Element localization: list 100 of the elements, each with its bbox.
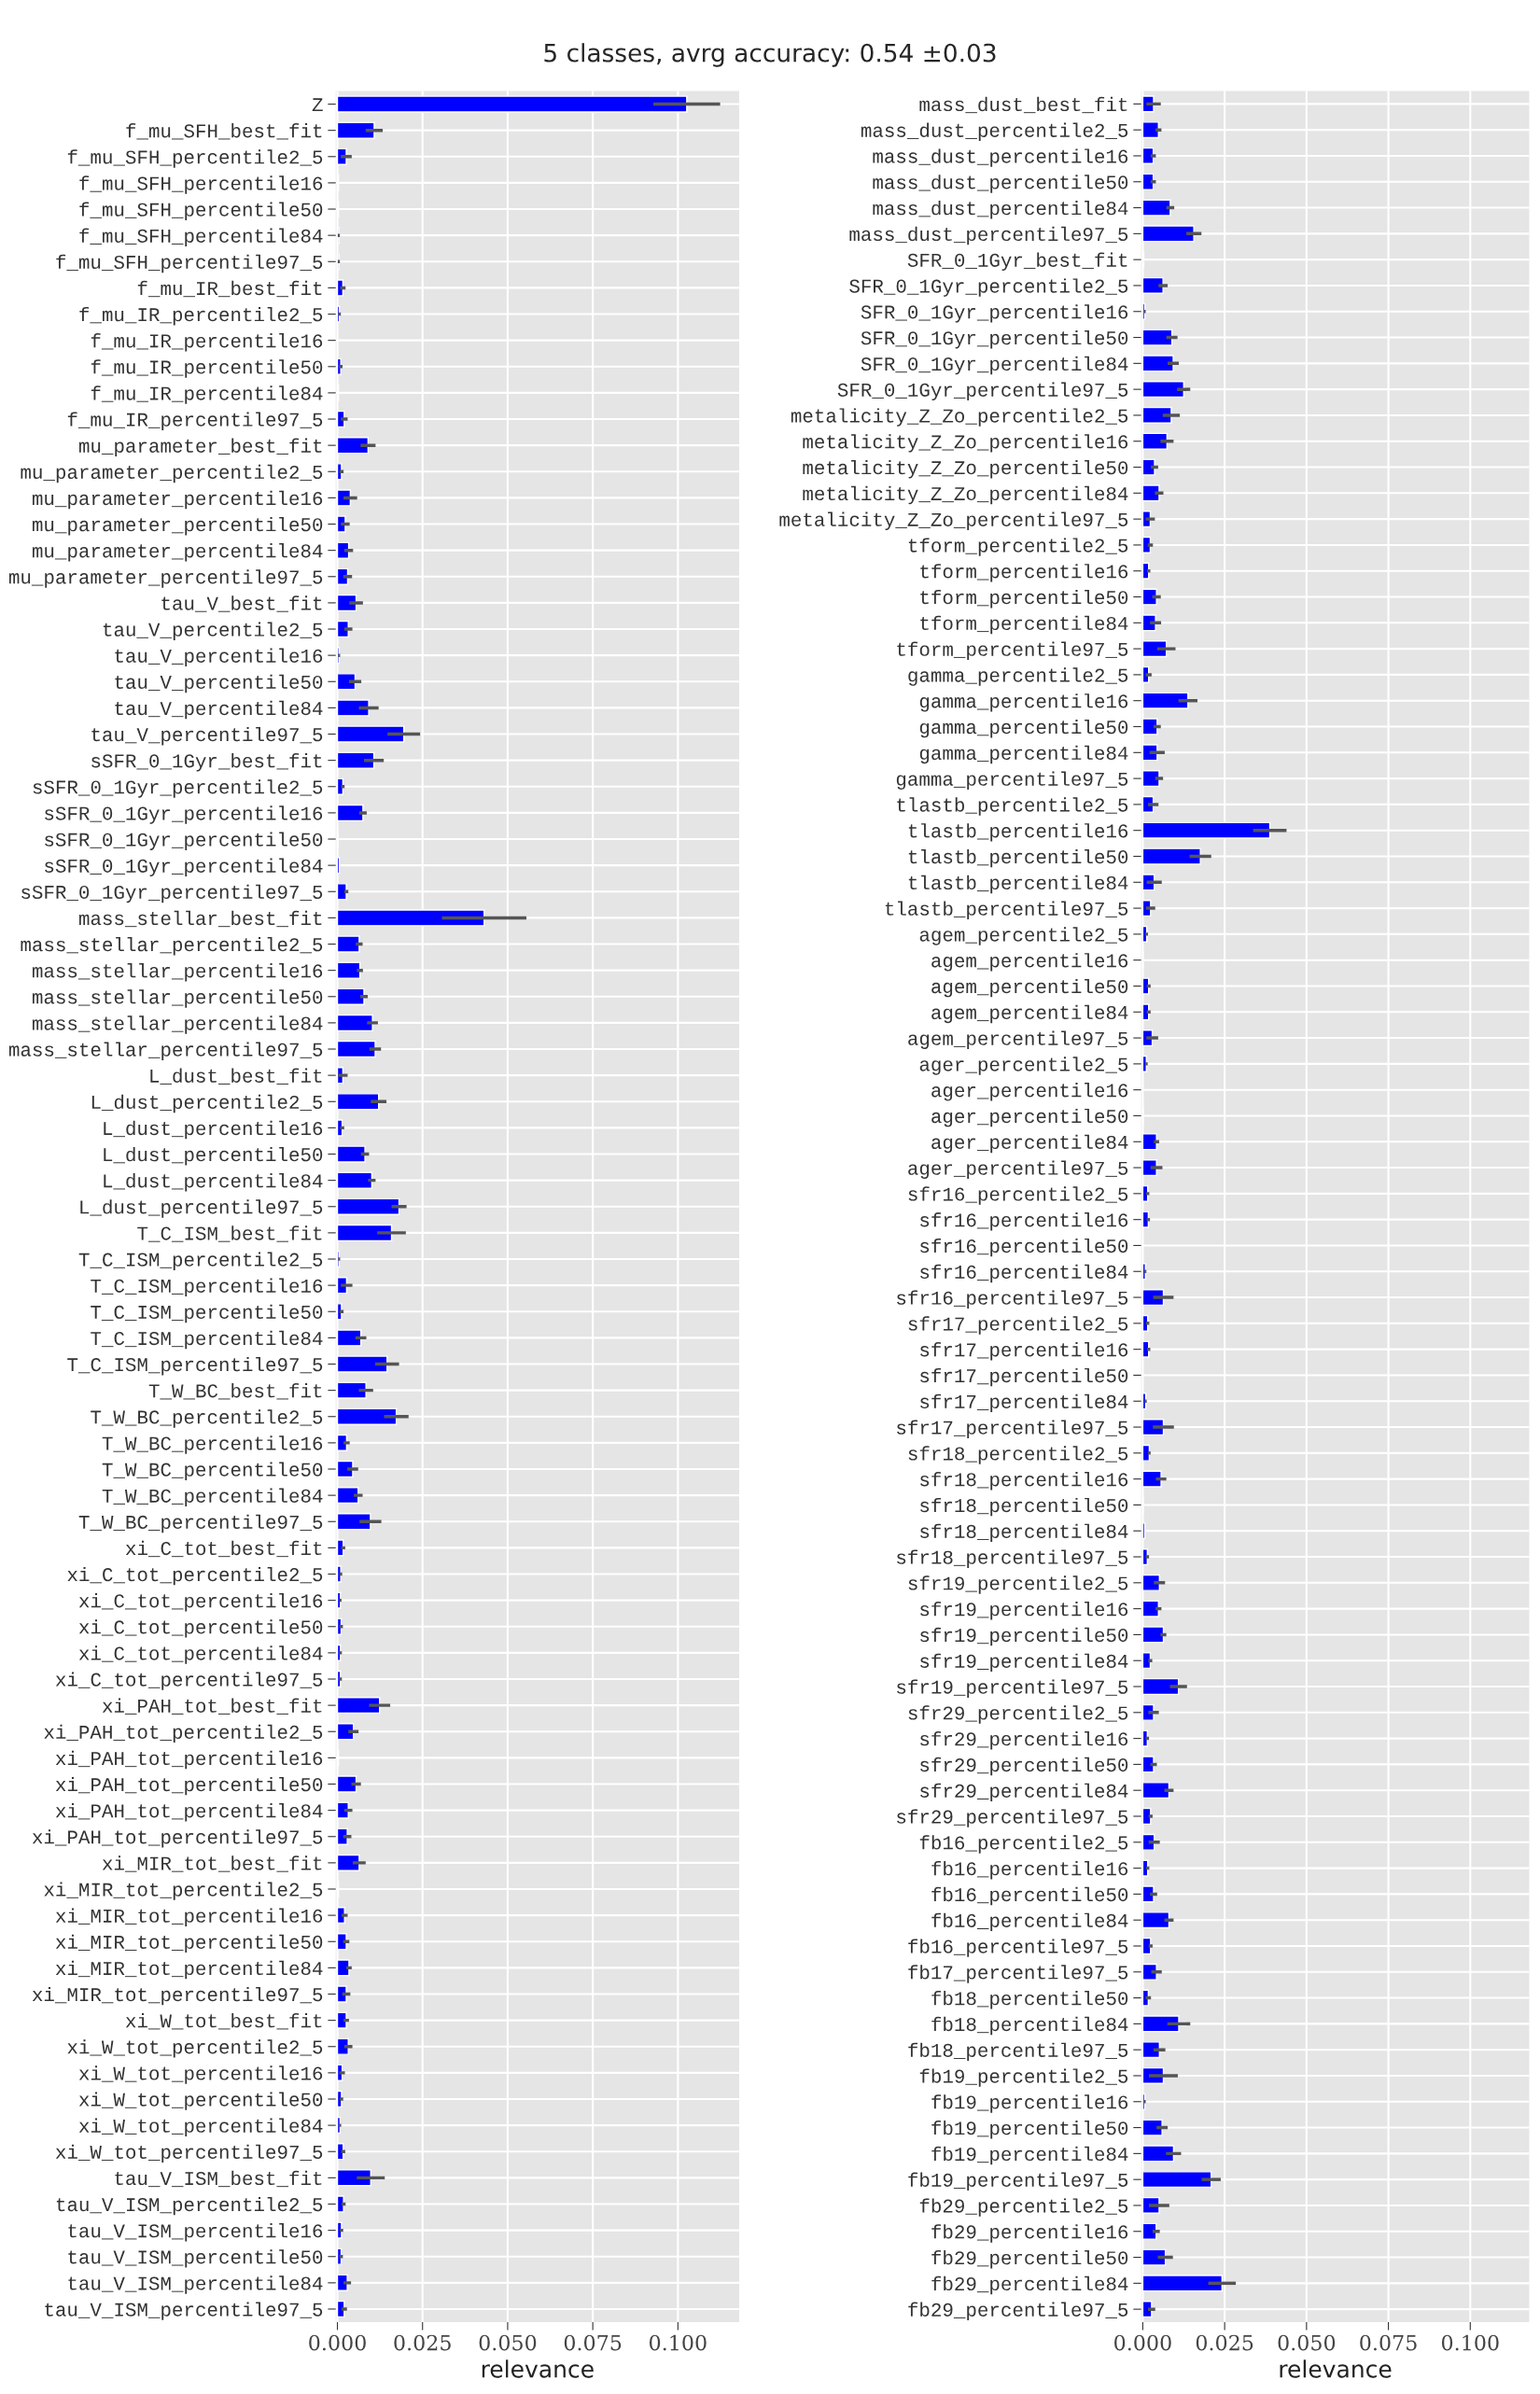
y-tick-label: metalicity_Z_Zo_percentile2_5 <box>791 408 1128 427</box>
y-tick-label: metalicity_Z_Zo_percentile84 <box>803 485 1128 505</box>
y-tick-label: mass_dust_percentile97_5 <box>849 226 1128 245</box>
y-tick-label: ager_percentile97_5 <box>908 1160 1128 1179</box>
y-tick-label: sfr17_percentile84 <box>920 1393 1128 1413</box>
y-tick-label: sfr19_percentile97_5 <box>897 1679 1128 1698</box>
y-tick-label: L_dust_percentile84 <box>104 1173 323 1192</box>
y-tick-label: xi_C_tot_percentile97_5 <box>55 1672 323 1690</box>
y-tick-label: mu_parameter_percentile16 <box>32 490 323 510</box>
x-tick-label: 0.000 <box>1114 2334 1171 2351</box>
y-tick-label: agem_percentile50 <box>931 978 1128 998</box>
y-tick-label: fb16_percentile97_5 <box>908 1939 1128 1957</box>
y-tick-label: f_mu_SFH_percentile84 <box>79 228 323 247</box>
y-tick-label: xi_PAH_tot_percentile2_5 <box>44 1724 323 1743</box>
y-tick-label: tform_percentile2_5 <box>908 538 1128 556</box>
y-tick-label: SFR_0_1Gyr_best_fit <box>907 252 1127 272</box>
y-tick-label: sfr29_percentile50 <box>920 1757 1128 1776</box>
y-tick-label: xi_PAH_tot_percentile16 <box>55 1750 323 1770</box>
y-tick-label: tau_V_percentile2_5 <box>103 622 323 640</box>
y-tick-label: xi_W_tot_percentile50 <box>78 2092 323 2110</box>
y-tick-label: fb16_percentile50 <box>931 1886 1128 1906</box>
x-axis-title: relevance <box>482 2359 594 2378</box>
y-tick-label: fb19_percentile84 <box>931 2146 1128 2165</box>
y-tick-label: gamma_percentile97_5 <box>896 771 1128 790</box>
y-tick-label: SFR_0_1Gyr_percentile50 <box>861 330 1128 349</box>
y-tick-label: fb29_percentile16 <box>931 2224 1128 2243</box>
x-axis-title: relevance <box>1280 2359 1392 2378</box>
y-tick-label: xi_MIR_tot_percentile2_5 <box>44 1882 323 1900</box>
y-tick-label: mass_dust_percentile16 <box>873 148 1128 167</box>
y-tick-label: xi_C_tot_percentile2_5 <box>67 1566 323 1586</box>
y-tick-label: tau_V_ISM_percentile2_5 <box>56 2196 323 2216</box>
y-tick-label: xi_MIR_tot_percentile16 <box>55 1908 323 1926</box>
y-tick-label: ager_percentile16 <box>931 1083 1128 1101</box>
y-tick-label: f_mu_SFH_percentile97_5 <box>56 254 323 273</box>
y-tick-label: sfr18_percentile2_5 <box>908 1446 1128 1464</box>
y-tick-label: xi_W_tot_percentile2_5 <box>67 2039 323 2058</box>
y-tick-label: fb19_percentile97_5 <box>908 2172 1128 2191</box>
y-tick-label: L_dust_percentile2_5 <box>91 1094 323 1113</box>
y-tick-label: xi_C_tot_percentile16 <box>78 1593 323 1612</box>
y-tick-label: T_W_BC_percentile16 <box>102 1435 323 1454</box>
y-tick-label: mass_dust_best_fit <box>919 96 1127 114</box>
y-tick-label: f_mu_IR_percentile97_5 <box>67 412 323 430</box>
x-tick-label: 0.100 <box>649 2334 707 2351</box>
y-tick-label: fb19_percentile16 <box>931 2094 1128 2113</box>
y-tick-label: tlastb_percentile16 <box>908 823 1128 842</box>
y-tick-label: f_mu_IR_percentile84 <box>91 385 323 404</box>
y-tick-label: gamma_percentile16 <box>919 693 1128 712</box>
y-tick-label: mass_stellar_best_fit <box>78 910 322 928</box>
y-tick-label: fb29_percentile84 <box>931 2275 1128 2295</box>
y-tick-label: mass_dust_percentile2_5 <box>861 122 1128 142</box>
y-tick-label: tau_V_percentile97_5 <box>91 726 323 746</box>
y-tick-label: mass_stellar_percentile2_5 <box>21 936 323 956</box>
y-tick-label: f_mu_SFH_percentile16 <box>79 175 323 194</box>
y-tick-label: metalicity_Z_Zo_percentile16 <box>803 434 1128 453</box>
y-tick-label: SFR_0_1Gyr_percentile2_5 <box>849 278 1128 297</box>
y-tick-label: T_C_ISM_best_fit <box>137 1225 322 1242</box>
y-tick-label: SFR_0_1Gyr_percentile84 <box>861 356 1128 375</box>
y-tick-label: tau_V_ISM_best_fit <box>115 2170 322 2188</box>
y-tick-label: agem_percentile84 <box>931 1004 1128 1024</box>
y-tick-label: sfr17_percentile50 <box>920 1367 1128 1387</box>
x-tick-label: 0.075 <box>1360 2334 1417 2351</box>
y-tick-label: agem_percentile16 <box>931 953 1128 972</box>
y-tick-label: sfr18_percentile50 <box>920 1497 1128 1517</box>
y-tick-label: fb19_percentile2_5 <box>919 2068 1128 2087</box>
y-tick-label: mass_stellar_percentile16 <box>32 963 323 982</box>
y-tick-label: sfr29_percentile84 <box>920 1783 1128 1802</box>
y-tick-label: SFR_0_1Gyr_percentile97_5 <box>837 382 1128 401</box>
y-tick-label: tau_V_best_fit <box>161 595 322 612</box>
y-tick-label: xi_PAH_tot_percentile97_5 <box>32 1829 323 1848</box>
y-tick-label: f_mu_IR_percentile50 <box>91 359 323 378</box>
y-tick-label: tau_V_percentile16 <box>115 648 323 667</box>
y-tick-label: mu_parameter_percentile2_5 <box>21 464 323 483</box>
y-tick-label: fb16_percentile84 <box>931 1912 1128 1932</box>
y-tick-label: fb29_percentile97_5 <box>908 2302 1128 2321</box>
y-tick-label: sfr18_percentile84 <box>920 1523 1128 1543</box>
y-tick-label: mass_stellar_percentile50 <box>32 989 323 1008</box>
y-tick-label: sSFR_0_1Gyr_percentile2_5 <box>33 779 323 798</box>
y-tick-label: T_W_BC_best_fit <box>148 1383 322 1400</box>
y-tick-label: f_mu_IR_best_fit <box>137 280 322 298</box>
y-tick-label: sfr16_percentile16 <box>920 1212 1128 1231</box>
chart-title: 5 classes, avrg accuracy: 0.54 ±0.03 <box>544 43 996 67</box>
y-tick-label: sfr29_percentile16 <box>920 1731 1128 1750</box>
y-tick-label: f_mu_IR_percentile2_5 <box>79 306 323 326</box>
y-tick-label: fb29_percentile2_5 <box>919 2198 1128 2217</box>
y-tick-label: mu_parameter_best_fit <box>78 438 322 457</box>
y-tick-label: sfr19_percentile2_5 <box>908 1575 1128 1594</box>
y-tick-label: T_C_ISM_percentile84 <box>91 1330 323 1350</box>
y-tick-label: L_dust_percentile16 <box>104 1120 323 1140</box>
y-tick-label: tform_percentile97_5 <box>897 641 1128 660</box>
y-tick-label: fb18_percentile50 <box>931 1991 1128 2009</box>
y-tick-label: xi_PAH_tot_percentile84 <box>55 1803 323 1822</box>
y-tick-label: sfr17_percentile97_5 <box>897 1420 1128 1438</box>
y-tick-label: xi_MIR_tot_percentile50 <box>55 1934 323 1953</box>
y-tick-label: sfr16_percentile97_5 <box>897 1290 1128 1309</box>
y-tick-label: xi_MIR_tot_percentile97_5 <box>32 1986 323 2006</box>
y-tick-label: sfr17_percentile2_5 <box>908 1316 1128 1335</box>
y-tick-label: fb19_percentile50 <box>931 2121 1128 2139</box>
y-tick-label: sfr18_percentile16 <box>920 1472 1128 1491</box>
y-tick-label: sfr19_percentile84 <box>920 1653 1128 1673</box>
y-tick-label: sfr18_percentile97_5 <box>897 1549 1128 1568</box>
